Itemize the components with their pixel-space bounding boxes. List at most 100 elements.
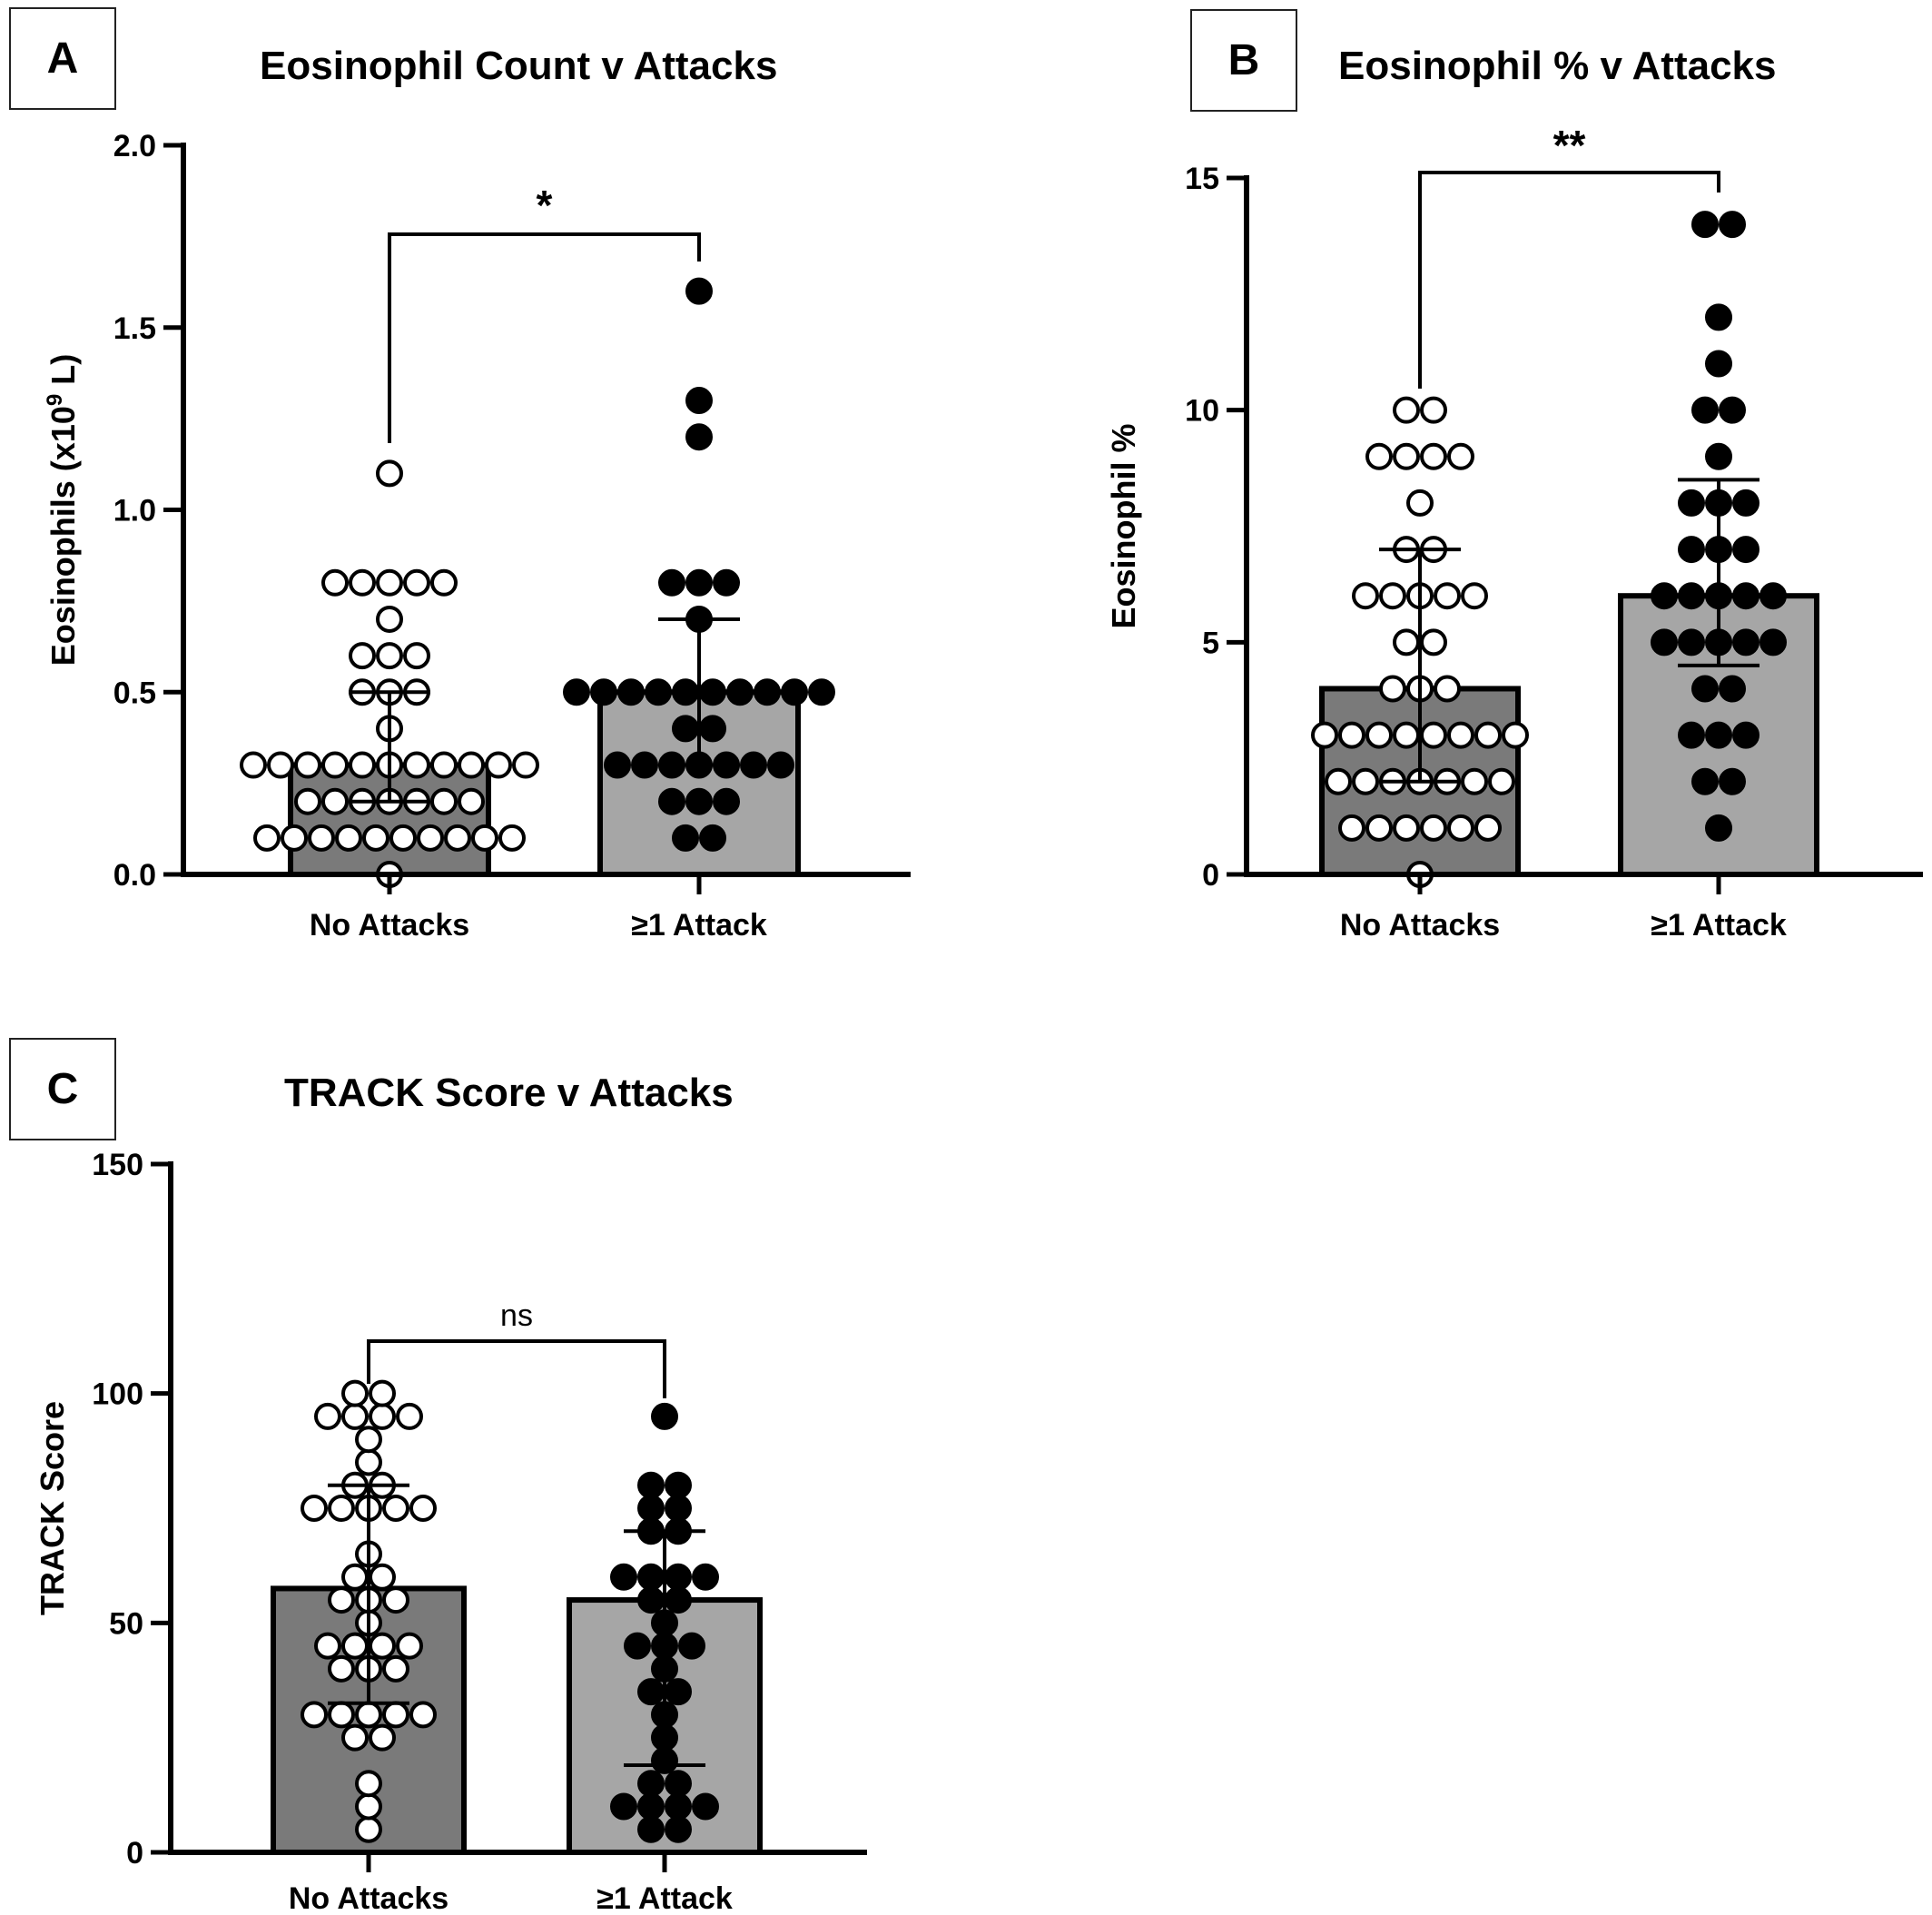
panel-a-title: Eosinophil Count v Attacks [260, 44, 778, 88]
data-point [328, 1586, 355, 1614]
data-point [685, 568, 713, 597]
data-point [1705, 814, 1732, 842]
y-axis-label: Eosinophil % [1105, 423, 1142, 628]
data-point [1474, 721, 1502, 749]
data-point [1719, 396, 1746, 424]
data-point [382, 1586, 409, 1614]
data-point [1678, 536, 1705, 564]
data-point [1447, 442, 1474, 470]
data-point [1678, 582, 1705, 610]
significance-bracket [367, 1339, 666, 1398]
data-point [1732, 721, 1760, 749]
y-tick-label: 0.0 [113, 858, 156, 893]
data-point [781, 678, 808, 706]
data-point [1732, 582, 1760, 610]
y-tick-label: 10 [1185, 394, 1219, 429]
data-point [369, 1379, 396, 1407]
data-point [692, 1792, 719, 1821]
data-point [637, 1792, 665, 1821]
data-point [1447, 721, 1474, 749]
data-point [1338, 814, 1365, 842]
data-point [665, 1563, 692, 1591]
y-tick-label: 0 [1202, 858, 1219, 893]
data-point [1719, 211, 1746, 239]
data-point [754, 678, 781, 706]
data-point [355, 1448, 382, 1476]
data-point [396, 1402, 423, 1430]
data-point [369, 1723, 396, 1752]
data-point [1365, 721, 1393, 749]
data-point [685, 423, 713, 451]
y-tick-label: 0.5 [113, 676, 156, 710]
data-point [658, 787, 685, 815]
x-tick-label: No Attacks [289, 1881, 448, 1915]
data-point [409, 1495, 437, 1522]
data-point [624, 1632, 651, 1660]
data-point [328, 1495, 355, 1522]
data-point [665, 1770, 692, 1798]
data-point [726, 678, 754, 706]
panel-c-title: TRACK Score v Attacks [284, 1071, 734, 1115]
x-tick-label: No Attacks [310, 908, 469, 943]
data-point [471, 824, 498, 852]
data-point [1691, 211, 1719, 239]
panel-letter-a: A [9, 7, 116, 110]
panel-letter-c: C [9, 1038, 116, 1140]
data-point [1393, 396, 1420, 424]
data-point [1420, 442, 1447, 470]
data-point [389, 824, 417, 852]
data-point [349, 642, 376, 670]
data-point [444, 824, 471, 852]
data-point [1651, 628, 1678, 656]
data-point [355, 1426, 382, 1454]
data-point [1691, 767, 1719, 795]
data-point [1691, 675, 1719, 703]
data-point [328, 1701, 355, 1729]
y-tick-label: 15 [1185, 162, 1219, 196]
x-tick-label: ≥1 Attack [1651, 908, 1787, 943]
data-point [349, 751, 376, 779]
data-point [335, 824, 362, 852]
data-point [1365, 442, 1393, 470]
data-point [637, 1471, 665, 1499]
data-point [355, 1770, 382, 1798]
data-point [1325, 767, 1352, 795]
data-point [713, 568, 740, 597]
y-axis-label: TRACK Score [34, 1401, 71, 1615]
data-point [301, 1495, 328, 1522]
data-point [355, 1792, 382, 1821]
data-point [369, 1402, 396, 1430]
data-point [685, 787, 713, 815]
data-point [678, 1632, 705, 1660]
data-point [685, 277, 713, 305]
data-point [645, 678, 672, 706]
data-point [637, 1815, 665, 1843]
data-point [1488, 767, 1515, 795]
data-point [485, 751, 512, 779]
data-point [1760, 582, 1787, 610]
data-point [610, 1563, 637, 1591]
data-point [314, 1402, 341, 1430]
significance-label: ** [1553, 122, 1586, 169]
significance-bracket [1418, 171, 1720, 389]
data-point [1420, 814, 1447, 842]
data-point [403, 568, 430, 597]
data-point [665, 1815, 692, 1843]
data-point [637, 1586, 665, 1614]
data-point [1434, 582, 1461, 610]
data-point [341, 1723, 369, 1752]
data-point [1732, 628, 1760, 656]
data-point [314, 1632, 341, 1660]
data-point [637, 1678, 665, 1706]
data-point [267, 751, 294, 779]
data-point [1474, 814, 1502, 842]
data-point [369, 1632, 396, 1660]
data-point [1719, 767, 1746, 795]
data-point [253, 824, 281, 852]
data-point [713, 787, 740, 815]
data-point [1461, 582, 1488, 610]
data-point [321, 751, 349, 779]
data-point [328, 1654, 355, 1683]
